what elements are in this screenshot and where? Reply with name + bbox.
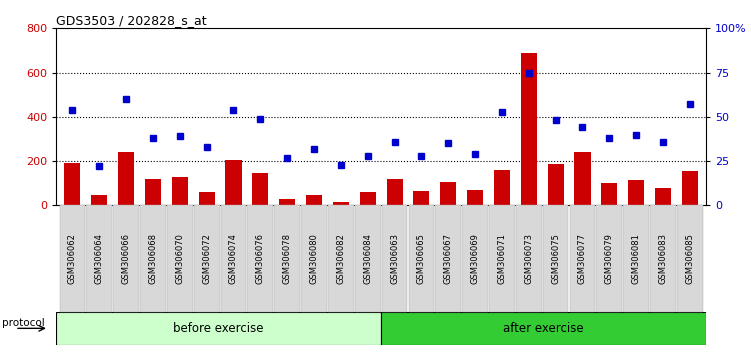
Bar <box>655 188 671 205</box>
Bar <box>440 182 457 205</box>
Text: GSM306077: GSM306077 <box>578 233 587 284</box>
Text: GSM306083: GSM306083 <box>659 233 668 284</box>
Text: GSM306081: GSM306081 <box>632 233 641 284</box>
Bar <box>467 190 483 205</box>
Text: GSM306073: GSM306073 <box>524 233 533 284</box>
Text: GSM306069: GSM306069 <box>471 233 480 284</box>
Bar <box>225 160 242 205</box>
Bar <box>494 170 510 205</box>
Text: GSM306070: GSM306070 <box>175 233 184 284</box>
Bar <box>172 177 188 205</box>
Text: protocol: protocol <box>2 318 45 328</box>
Bar <box>306 195 322 205</box>
Bar <box>118 152 134 205</box>
Text: GSM306072: GSM306072 <box>202 233 211 284</box>
Text: before exercise: before exercise <box>173 322 264 335</box>
Text: GSM306068: GSM306068 <box>149 233 158 284</box>
Text: GSM306064: GSM306064 <box>95 233 104 284</box>
Bar <box>65 163 80 205</box>
Bar <box>279 199 295 205</box>
Text: GSM306079: GSM306079 <box>605 233 614 284</box>
Text: GSM306084: GSM306084 <box>363 233 372 284</box>
Bar <box>91 195 107 205</box>
Text: GSM306062: GSM306062 <box>68 233 77 284</box>
Text: GSM306066: GSM306066 <box>122 233 131 284</box>
Text: GSM306075: GSM306075 <box>551 233 560 284</box>
Text: GSM306071: GSM306071 <box>497 233 506 284</box>
Text: GSM306080: GSM306080 <box>309 233 318 284</box>
Bar <box>682 171 698 205</box>
Text: GSM306074: GSM306074 <box>229 233 238 284</box>
Bar <box>547 164 564 205</box>
Bar <box>252 173 268 205</box>
Bar <box>602 183 617 205</box>
Bar <box>381 312 706 345</box>
Text: GSM306076: GSM306076 <box>256 233 265 284</box>
Text: GSM306065: GSM306065 <box>417 233 426 284</box>
Bar <box>520 53 537 205</box>
Bar <box>145 179 161 205</box>
Bar <box>198 192 215 205</box>
Text: GSM306063: GSM306063 <box>390 233 399 284</box>
Bar <box>56 312 381 345</box>
Bar <box>413 191 430 205</box>
Text: GDS3503 / 202828_s_at: GDS3503 / 202828_s_at <box>56 14 207 27</box>
Text: GSM306082: GSM306082 <box>336 233 345 284</box>
Text: GSM306078: GSM306078 <box>282 233 291 284</box>
Text: GSM306085: GSM306085 <box>686 233 695 284</box>
Bar <box>387 179 403 205</box>
Bar <box>360 192 376 205</box>
Bar <box>333 202 349 205</box>
Text: GSM306067: GSM306067 <box>444 233 453 284</box>
Text: after exercise: after exercise <box>503 322 584 335</box>
Bar <box>628 180 644 205</box>
Bar <box>575 152 590 205</box>
